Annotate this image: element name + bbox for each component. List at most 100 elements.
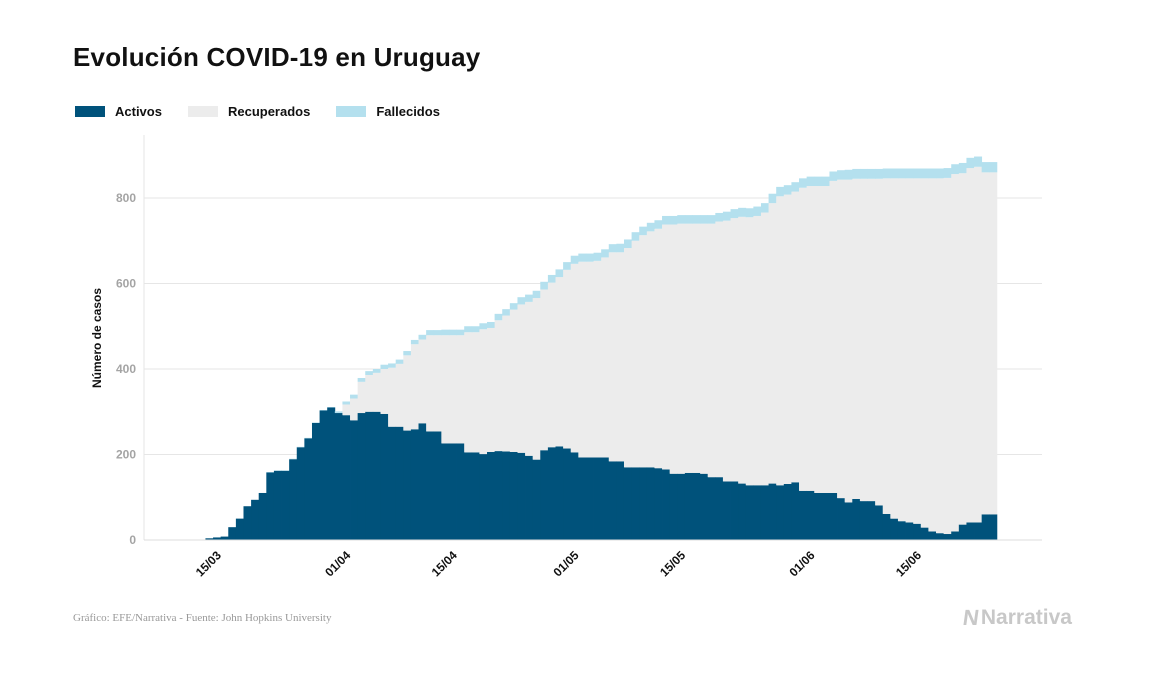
bar-fallecidos [684, 215, 693, 224]
bar-activos [433, 431, 442, 540]
bar-activos [753, 485, 762, 540]
bar-recuperados [966, 168, 975, 523]
bar-fallecidos [943, 168, 952, 178]
bar-fallecidos [342, 401, 351, 405]
bar-recuperados [814, 186, 823, 493]
bar-fallecidos [448, 329, 457, 336]
bar-activos [281, 470, 290, 540]
bar-fallecidos [981, 162, 990, 173]
bar-activos [601, 457, 610, 540]
y-tick-label: 200 [116, 448, 136, 462]
bar-activos [859, 501, 868, 540]
bar-recuperados [700, 223, 709, 474]
bar-activos [662, 469, 671, 540]
bar-fallecidos [365, 371, 374, 375]
bar-fallecidos [974, 156, 983, 167]
bar-fallecidos [905, 168, 914, 179]
bar-fallecidos [593, 252, 602, 261]
bar-recuperados [570, 263, 579, 453]
bar-activos [471, 452, 480, 540]
bar-fallecidos [479, 323, 488, 330]
bar-fallecidos [745, 208, 754, 218]
bar-activos [585, 457, 594, 540]
bar-fallecidos [837, 170, 846, 180]
bar-activos [441, 443, 450, 540]
bar-activos [532, 459, 541, 540]
bar-recuperados [958, 173, 967, 525]
bar-activos [821, 492, 830, 540]
x-tick-label: 15/04 [429, 548, 460, 579]
bar-recuperados [357, 381, 366, 414]
bar-fallecidos [783, 185, 792, 195]
bar-fallecidos [509, 303, 518, 310]
bar-activos [517, 452, 526, 540]
bar-activos [525, 455, 534, 540]
bar-activos [509, 451, 518, 540]
y-axis-label: Número de casos [90, 288, 104, 388]
bar-fallecidos [936, 168, 945, 179]
bar-fallecidos [639, 226, 648, 236]
bar-fallecidos [799, 178, 808, 188]
bar-fallecidos [471, 326, 480, 333]
bar-fallecidos [502, 309, 511, 316]
bar-fallecidos [715, 212, 724, 222]
bar-fallecidos [989, 162, 998, 173]
bar-activos [837, 498, 846, 540]
bar-fallecidos [768, 193, 777, 204]
bar-activos [319, 410, 328, 540]
bar-recuperados [677, 223, 686, 474]
legend-item-activos: Activos [75, 104, 162, 119]
bar-fallecidos [844, 169, 853, 180]
bar-activos [791, 482, 800, 540]
bar-activos [395, 426, 404, 540]
bar-fallecidos [722, 211, 731, 221]
bar-recuperados [426, 335, 435, 432]
bar-activos [677, 473, 686, 540]
bar-activos [936, 533, 945, 540]
bar-recuperados [517, 304, 526, 453]
bar-recuperados [623, 248, 632, 468]
bar-recuperados [882, 178, 891, 514]
bar-activos [448, 443, 457, 540]
bar-recuperados [783, 194, 792, 484]
bar-recuperados [692, 223, 701, 473]
bar-fallecidos [601, 249, 610, 258]
bar-recuperados [989, 172, 998, 515]
bar-activos [943, 534, 952, 540]
narrativa-logo: N Narrativa [961, 605, 1072, 631]
bar-activos [654, 468, 663, 540]
bar-recuperados [738, 216, 747, 484]
bar-fallecidos [821, 176, 830, 187]
bar-recuperados [897, 178, 906, 522]
bar-recuperados [791, 191, 800, 483]
legend-label-recuperados: Recuperados [227, 104, 311, 119]
bar-recuperados [981, 172, 990, 515]
bar-fallecidos [730, 209, 739, 219]
bar-fallecidos [403, 351, 412, 356]
bar-recuperados [639, 235, 648, 468]
bar-activos [616, 461, 625, 540]
bar-activos [890, 518, 899, 540]
bar-activos [738, 483, 747, 540]
bar-recuperados [646, 231, 655, 468]
bar-fallecidos [410, 339, 419, 345]
bar-fallecidos [441, 329, 450, 336]
bar-recuperados [372, 372, 381, 412]
x-tick-label: 01/04 [322, 548, 353, 579]
bar-recuperados [951, 174, 960, 532]
bar-activos [913, 523, 922, 540]
bar-recuperados [890, 178, 899, 519]
bar-activos [852, 498, 861, 540]
bar-activos [563, 448, 572, 540]
bar-recuperados [631, 240, 640, 468]
bar-recuperados [540, 289, 549, 451]
bar-fallecidos [646, 222, 655, 232]
bar-fallecidos [464, 326, 473, 333]
bar-activos [958, 524, 967, 540]
bar-recuperados [928, 178, 937, 532]
logo-text: Narrativa [980, 606, 1072, 629]
bar-recuperados [799, 187, 808, 491]
bar-recuperados [616, 252, 625, 462]
bar-recuperados [715, 221, 724, 478]
bar-activos [570, 452, 579, 540]
